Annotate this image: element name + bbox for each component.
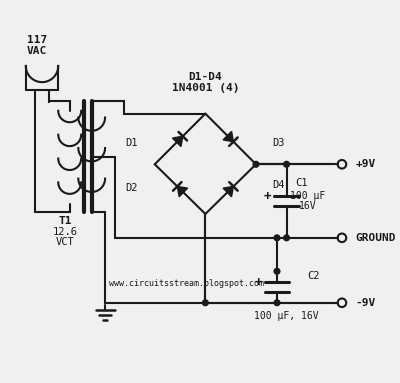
Polygon shape	[223, 187, 234, 197]
Text: D4: D4	[273, 180, 285, 190]
Text: VAC: VAC	[27, 46, 47, 56]
Text: D3: D3	[273, 138, 285, 148]
Text: +: +	[264, 190, 271, 203]
Text: 117: 117	[27, 35, 47, 45]
Text: D1: D1	[126, 138, 138, 148]
Text: 12.6: 12.6	[52, 227, 78, 237]
Polygon shape	[223, 131, 234, 142]
Text: www.circuitsstream.blogspot.com: www.circuitsstream.blogspot.com	[109, 279, 264, 288]
Circle shape	[274, 300, 280, 306]
Text: +: +	[254, 276, 262, 289]
Text: D1-D4: D1-D4	[188, 72, 222, 82]
Text: C1: C1	[296, 178, 308, 188]
Text: 1N4001 (4): 1N4001 (4)	[172, 83, 239, 93]
Circle shape	[284, 235, 290, 241]
Text: 16V: 16V	[299, 201, 316, 211]
Circle shape	[284, 161, 290, 167]
Text: +9V: +9V	[355, 159, 376, 169]
Circle shape	[253, 161, 259, 167]
Circle shape	[202, 300, 208, 306]
Text: -9V: -9V	[355, 298, 376, 308]
Text: 100 μF, 16V: 100 μF, 16V	[254, 311, 319, 321]
Text: 100 μF: 100 μF	[290, 191, 325, 201]
Text: GROUND: GROUND	[355, 233, 396, 243]
Circle shape	[274, 268, 280, 274]
Text: VCT: VCT	[56, 237, 74, 247]
Text: C2: C2	[307, 271, 320, 281]
Text: D2: D2	[126, 183, 138, 193]
Text: T1: T1	[58, 216, 72, 226]
Circle shape	[274, 235, 280, 241]
Polygon shape	[177, 187, 188, 197]
Polygon shape	[172, 136, 183, 147]
